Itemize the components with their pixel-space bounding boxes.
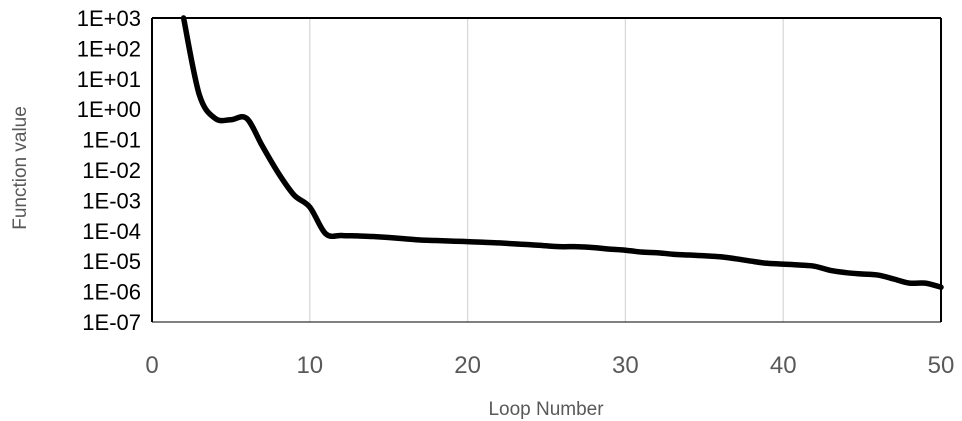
series-layer: [180, 15, 944, 290]
y-tick-label: 1E-05: [82, 249, 141, 274]
x-tick-label: 30: [612, 352, 639, 379]
y-tick-label: 1E+00: [77, 97, 141, 122]
x-tick-label: 40: [770, 352, 797, 379]
x-tick-label: 20: [454, 352, 481, 379]
y-tick-label: 1E-06: [82, 280, 141, 305]
x-tick-label: 10: [296, 352, 323, 379]
y-tick-label: 1E-01: [82, 128, 141, 153]
x-tick-label: 50: [928, 352, 955, 379]
x-tick-labels: 0 10 20 30 40 50: [145, 352, 954, 379]
x-tick-label: 0: [145, 352, 158, 379]
y-tick-label: 1E-04: [82, 219, 141, 244]
y-tick-label: 1E+02: [77, 36, 141, 61]
y-tick-labels: 1E+03 1E+02 1E+01 1E+00 1E-01 1E-02 1E-03 1E-04…: [77, 6, 141, 335]
y-tick-label: 1E-03: [82, 188, 141, 213]
y-tick-label: 1E+01: [77, 67, 141, 92]
y-axis-title: Function value: [10, 106, 31, 230]
y-tick-label: 1E+03: [77, 6, 141, 31]
y-tick-label: 1E-02: [82, 158, 141, 183]
series-line: [180, 15, 944, 290]
grid-lines: [309, 18, 784, 322]
axes: [151, 17, 942, 323]
y-tick-label: 1E-07: [82, 310, 141, 335]
x-axis-title: Loop Number: [488, 399, 604, 420]
